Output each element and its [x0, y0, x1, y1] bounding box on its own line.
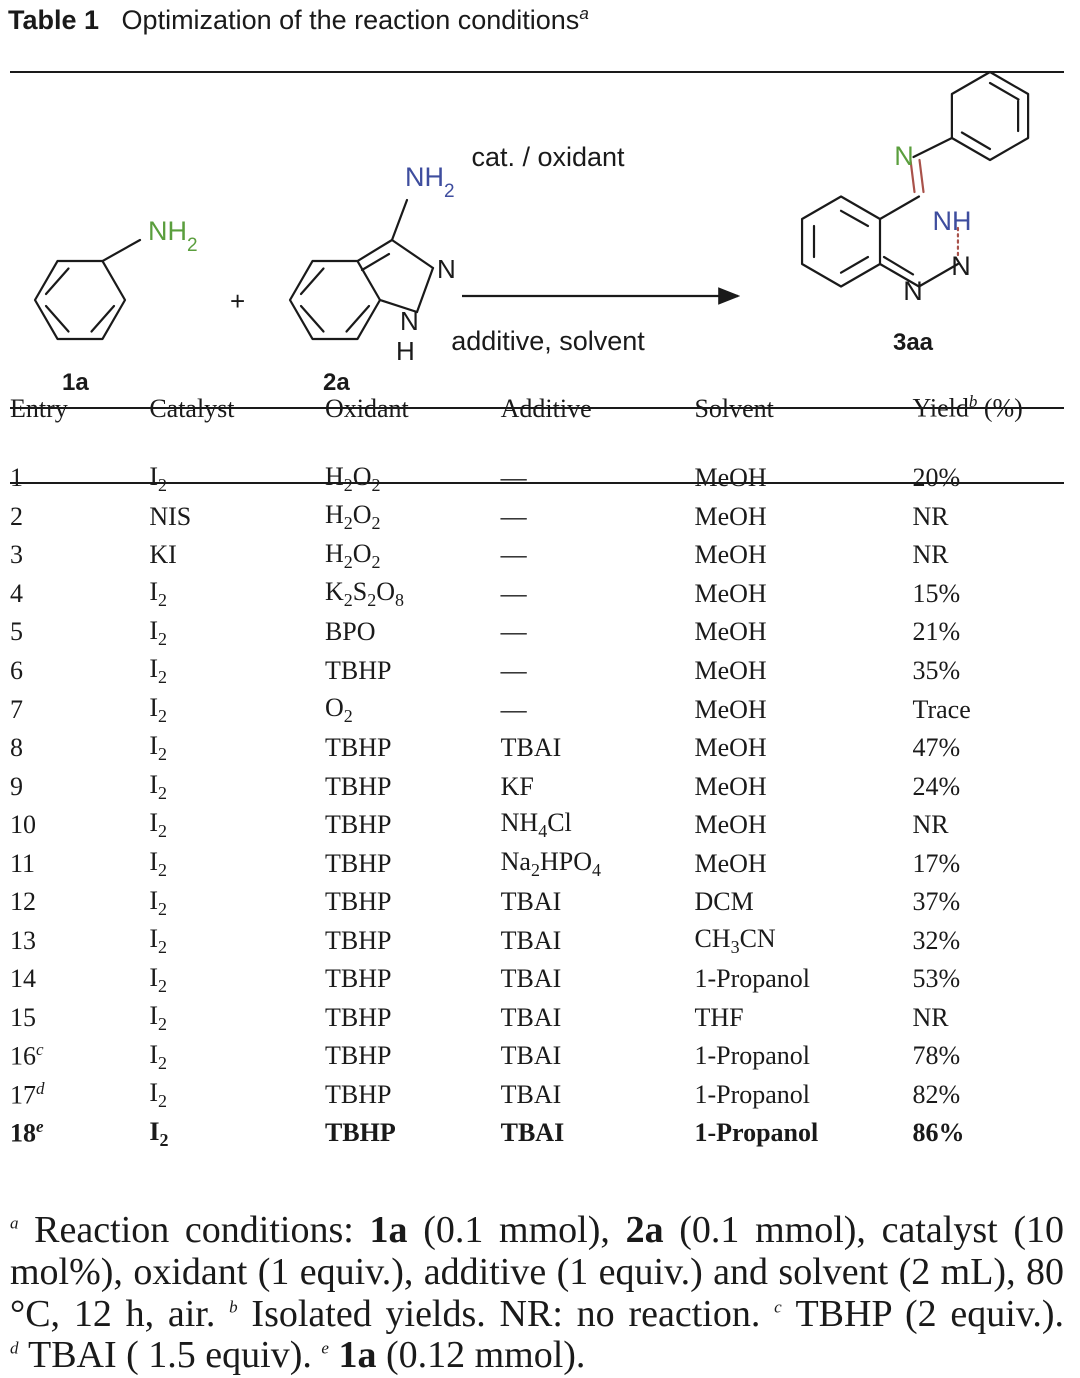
svg-text:H: H	[396, 336, 415, 366]
svg-text:N: N	[437, 254, 456, 284]
svg-text:cat. / oxidant: cat. / oxidant	[471, 142, 625, 172]
svg-text:+: +	[230, 286, 245, 316]
svg-text:N: N	[400, 306, 419, 336]
svg-text:NH2: NH2	[405, 162, 455, 202]
svg-text:NH2: NH2	[148, 216, 198, 256]
svg-text:N: N	[951, 251, 971, 281]
svg-text:N: N	[903, 276, 923, 306]
svg-text:N: N	[894, 141, 914, 171]
svg-text:3aa: 3aa	[893, 329, 934, 356]
svg-text:additive, solvent: additive, solvent	[451, 326, 645, 356]
svg-text:NH: NH	[933, 206, 972, 236]
